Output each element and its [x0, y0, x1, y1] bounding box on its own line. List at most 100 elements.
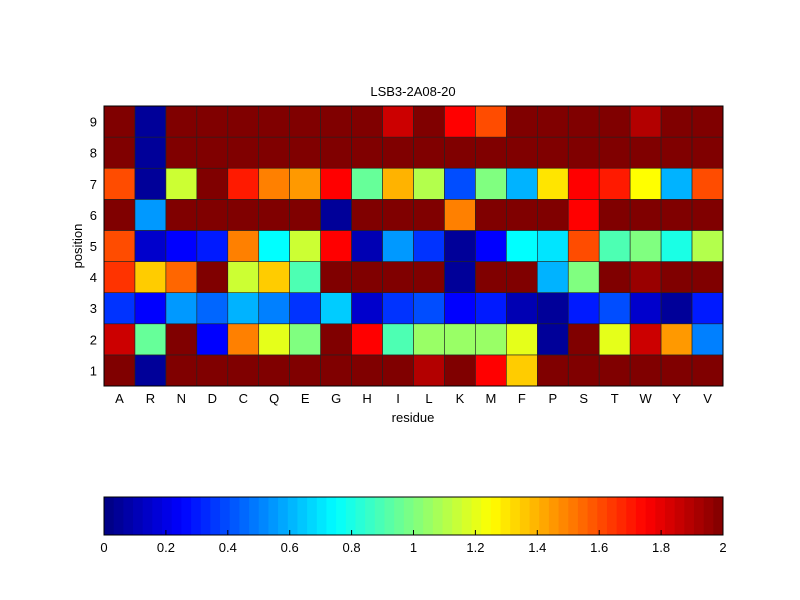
heatmap-cell-I-3	[382, 292, 414, 325]
colorbar-segment	[287, 497, 298, 535]
heatmap-cell-D-2	[196, 323, 229, 356]
colorbar-tick-label: 0.8	[343, 540, 361, 555]
colorbar-tick-label: 1.4	[528, 540, 546, 555]
heatmap-cell-L-7	[413, 167, 445, 200]
heatmap-cell-K-7	[444, 167, 476, 200]
x-tick-label: R	[146, 391, 155, 406]
x-tick-label: V	[703, 391, 712, 406]
heatmap-cell-S-7	[567, 167, 600, 200]
heatmap-cell-F-6	[506, 199, 538, 231]
colorbar-segment	[210, 497, 221, 535]
colorbar-segment	[229, 497, 240, 535]
heatmap-cell-K-6	[444, 199, 476, 231]
heatmap-cell-F-3	[506, 292, 538, 325]
heatmap-cell-Q-9	[258, 105, 291, 138]
heatmap-cell-V-9	[691, 105, 724, 138]
heatmap-cell-K-9	[444, 105, 476, 138]
heatmap-cell-H-7	[351, 167, 383, 200]
heatmap-cell-Q-6	[258, 199, 291, 231]
heatmap-cell-R-5	[134, 230, 167, 262]
heatmap-cell-D-1	[196, 354, 229, 387]
y-tick-label: 5	[90, 239, 97, 254]
heatmap-cell-Y-8	[660, 136, 693, 169]
y-tick-label: 4	[90, 270, 97, 285]
colorbar-segment	[374, 497, 385, 535]
heatmap-cell-N-7	[165, 167, 198, 200]
heatmap-cell-E-4	[289, 261, 321, 293]
colorbar-segment	[587, 497, 598, 535]
x-tick-label: F	[518, 391, 526, 406]
heatmap-cell-N-8	[165, 136, 198, 169]
heatmap-cell-E-7	[289, 167, 321, 200]
heatmap-cell-R-8	[134, 136, 167, 169]
heatmap-cell-G-7	[320, 167, 352, 200]
colorbar-segment	[403, 497, 414, 535]
heatmap-cell-I-9	[382, 105, 414, 138]
heatmap-cell-W-2	[629, 323, 662, 356]
heatmap-cell-A-8	[103, 136, 136, 169]
heatmap-cell-Q-5	[258, 230, 291, 262]
colorbar-tick-label: 1.2	[466, 540, 484, 555]
heatmap-cell-P-4	[536, 261, 569, 293]
heatmap-cell-T-1	[598, 354, 631, 387]
heatmap-cell-S-6	[567, 199, 600, 231]
heatmap-cell-D-9	[196, 105, 229, 138]
y-axis-label: position	[70, 224, 85, 269]
colorbar-segment	[384, 497, 395, 535]
colorbar-segment	[529, 497, 540, 535]
heatmap-cell-N-9	[165, 105, 198, 138]
colorbar-segment	[664, 497, 676, 535]
heatmap-cell-A-4	[103, 261, 136, 293]
colorbar-tick-label: 0.4	[219, 540, 237, 555]
x-tick-label: A	[115, 391, 124, 406]
heatmap-cell-W-5	[629, 230, 662, 262]
heatmap-cell-Q-8	[258, 136, 291, 169]
colorbar-segment	[191, 497, 202, 535]
x-tick-label: W	[639, 391, 652, 406]
colorbar-segment	[113, 497, 124, 535]
heatmap-cell-F-8	[506, 136, 538, 169]
heatmap-cell-K-3	[444, 292, 476, 325]
heatmap-cell-I-8	[382, 136, 414, 169]
colorbar-segment	[713, 497, 724, 535]
heatmap-cell-N-3	[165, 292, 198, 325]
heatmap-cell-Q-2	[258, 323, 291, 356]
heatmap-cell-M-3	[475, 292, 507, 325]
x-tick-label: P	[548, 391, 557, 406]
colorbar-segment	[539, 497, 550, 535]
heatmap-cell-Y-4	[660, 261, 693, 293]
heatmap-cell-N-1	[165, 354, 198, 387]
heatmap-cell-H-5	[351, 230, 383, 262]
y-tick-label: 1	[90, 363, 97, 378]
colorbar-tick-label: 0.6	[281, 540, 299, 555]
colorbar-segment	[297, 497, 308, 535]
heatmap-cell-T-6	[598, 199, 631, 231]
heatmap-cell-Y-1	[660, 354, 693, 387]
colorbar-segment	[423, 497, 434, 535]
x-tick-label: L	[425, 391, 432, 406]
heatmap-cell-Q-7	[258, 167, 291, 200]
heatmap-cell-I-6	[382, 199, 414, 231]
heatmap-cell-L-2	[413, 323, 445, 356]
colorbar-segment	[597, 497, 608, 535]
x-tick-label: M	[485, 391, 496, 406]
colorbar-tick-label: 1.8	[652, 540, 670, 555]
colorbar-segment	[200, 497, 211, 535]
heatmap-cell-P-7	[536, 167, 569, 200]
heatmap-cell-E-9	[289, 105, 321, 138]
heatmap-cell-R-3	[134, 292, 167, 325]
heatmap-cell-A-5	[103, 230, 136, 262]
heatmap-cell-E-6	[289, 199, 321, 231]
heatmap-cell-F-9	[506, 105, 538, 138]
heatmap-cell-Q-3	[258, 292, 291, 325]
colorbar-segment	[655, 497, 666, 535]
heatmap-cell-W-9	[629, 105, 662, 138]
heatmap-cell-A-6	[103, 199, 136, 231]
colorbar-segment	[181, 497, 192, 535]
heatmap-cell-E-8	[289, 136, 321, 169]
x-tick-label: S	[579, 391, 588, 406]
heatmap-cell-N-4	[165, 261, 198, 293]
heatmap-cell-C-5	[227, 230, 260, 262]
heatmap-cell-L-6	[413, 199, 445, 231]
